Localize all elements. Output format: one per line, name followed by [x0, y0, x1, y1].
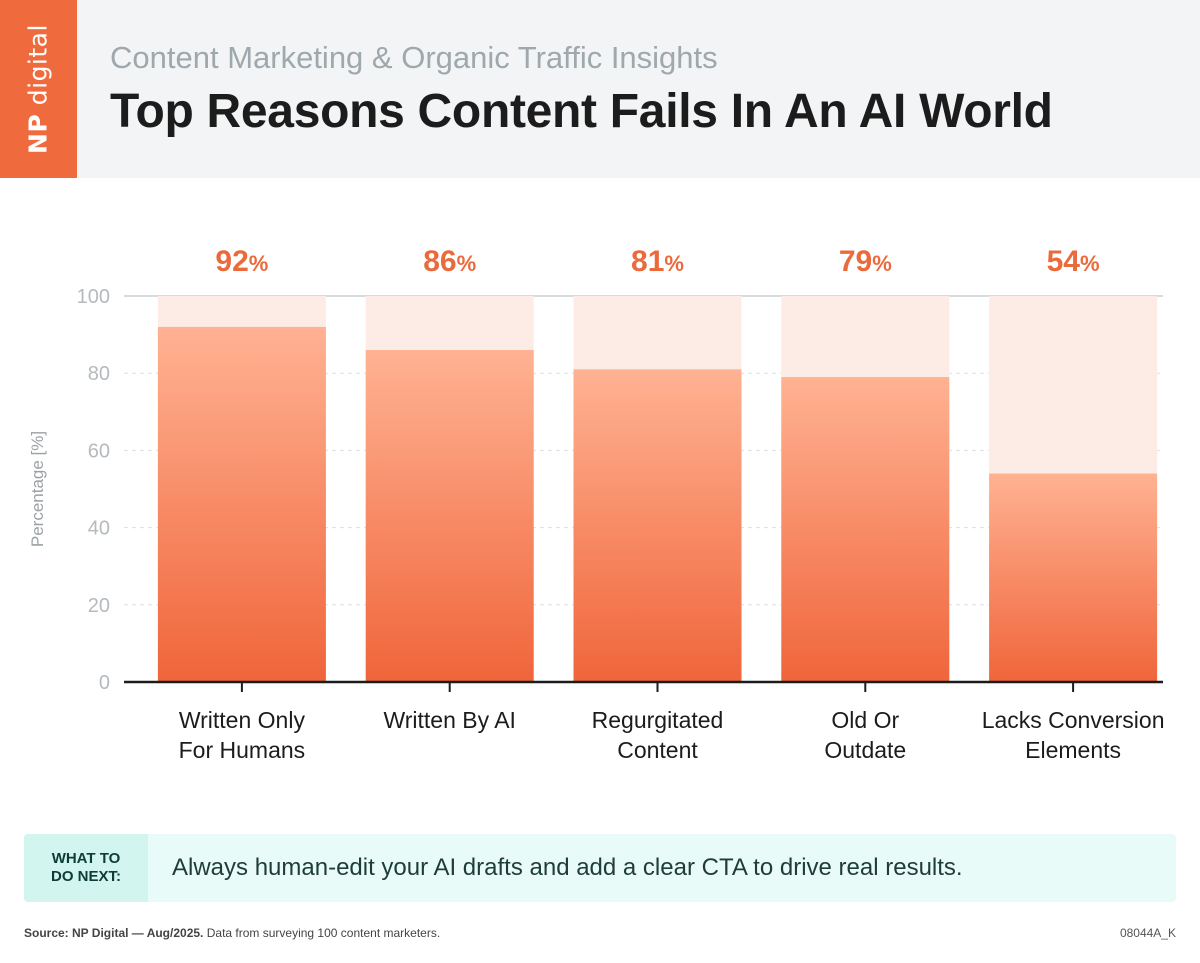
category-label: Outdate — [824, 737, 906, 763]
y-tick-label: 0 — [99, 672, 110, 694]
logo-text: NP digital — [23, 24, 53, 154]
chart-code: 08044A_K — [1119, 926, 1176, 940]
bar — [989, 473, 1158, 682]
cta-label: WHAT TO DO NEXT: — [24, 834, 148, 902]
bar-value-label: 81% — [631, 245, 684, 278]
cta-text: Always human-edit your AI drafts and add… — [172, 854, 963, 881]
y-tick-label: 40 — [88, 518, 110, 540]
category-label: Written Only — [179, 707, 306, 733]
page-title: Top Reasons Content Fails In An AI World — [110, 85, 1053, 138]
np-digital-logo: NP digital — [0, 0, 77, 178]
category-label: Lacks Conversion — [982, 707, 1165, 733]
bar-value-label: 92% — [215, 245, 268, 278]
header: NP digital Content Marketing & Organic T… — [0, 0, 1200, 178]
bar — [157, 326, 326, 682]
bar — [365, 350, 534, 682]
y-tick-label: 60 — [88, 440, 110, 462]
bar — [781, 377, 950, 682]
category-label: For Humans — [179, 737, 306, 763]
bar-value-label: 86% — [423, 245, 476, 278]
bar — [573, 369, 742, 682]
y-tick-label: 80 — [88, 363, 110, 385]
category-label: Written By AI — [383, 707, 516, 733]
bar-value-label: 79% — [839, 245, 892, 278]
category-label: Old Or — [831, 707, 899, 733]
category-label: Content — [617, 737, 698, 763]
source-note: Source: NP Digital — Aug/2025. Data from… — [24, 926, 441, 940]
category-label: Elements — [1025, 737, 1121, 763]
what-to-do-next-box: WHAT TO DO NEXT: Always human-edit your … — [24, 834, 1176, 902]
y-tick-label: 20 — [88, 595, 110, 617]
category-label: Regurgitated — [592, 707, 724, 733]
page-subtitle: Content Marketing & Organic Traffic Insi… — [110, 40, 718, 75]
bar-chart: 0 20 40 60 80 100 Percentage [%] 92% Written Onl… — [28, 245, 1165, 763]
bar-value-label: 54% — [1047, 245, 1100, 278]
y-tick-label: 100 — [77, 286, 110, 308]
y-axis-label: Percentage [%] — [28, 431, 47, 547]
